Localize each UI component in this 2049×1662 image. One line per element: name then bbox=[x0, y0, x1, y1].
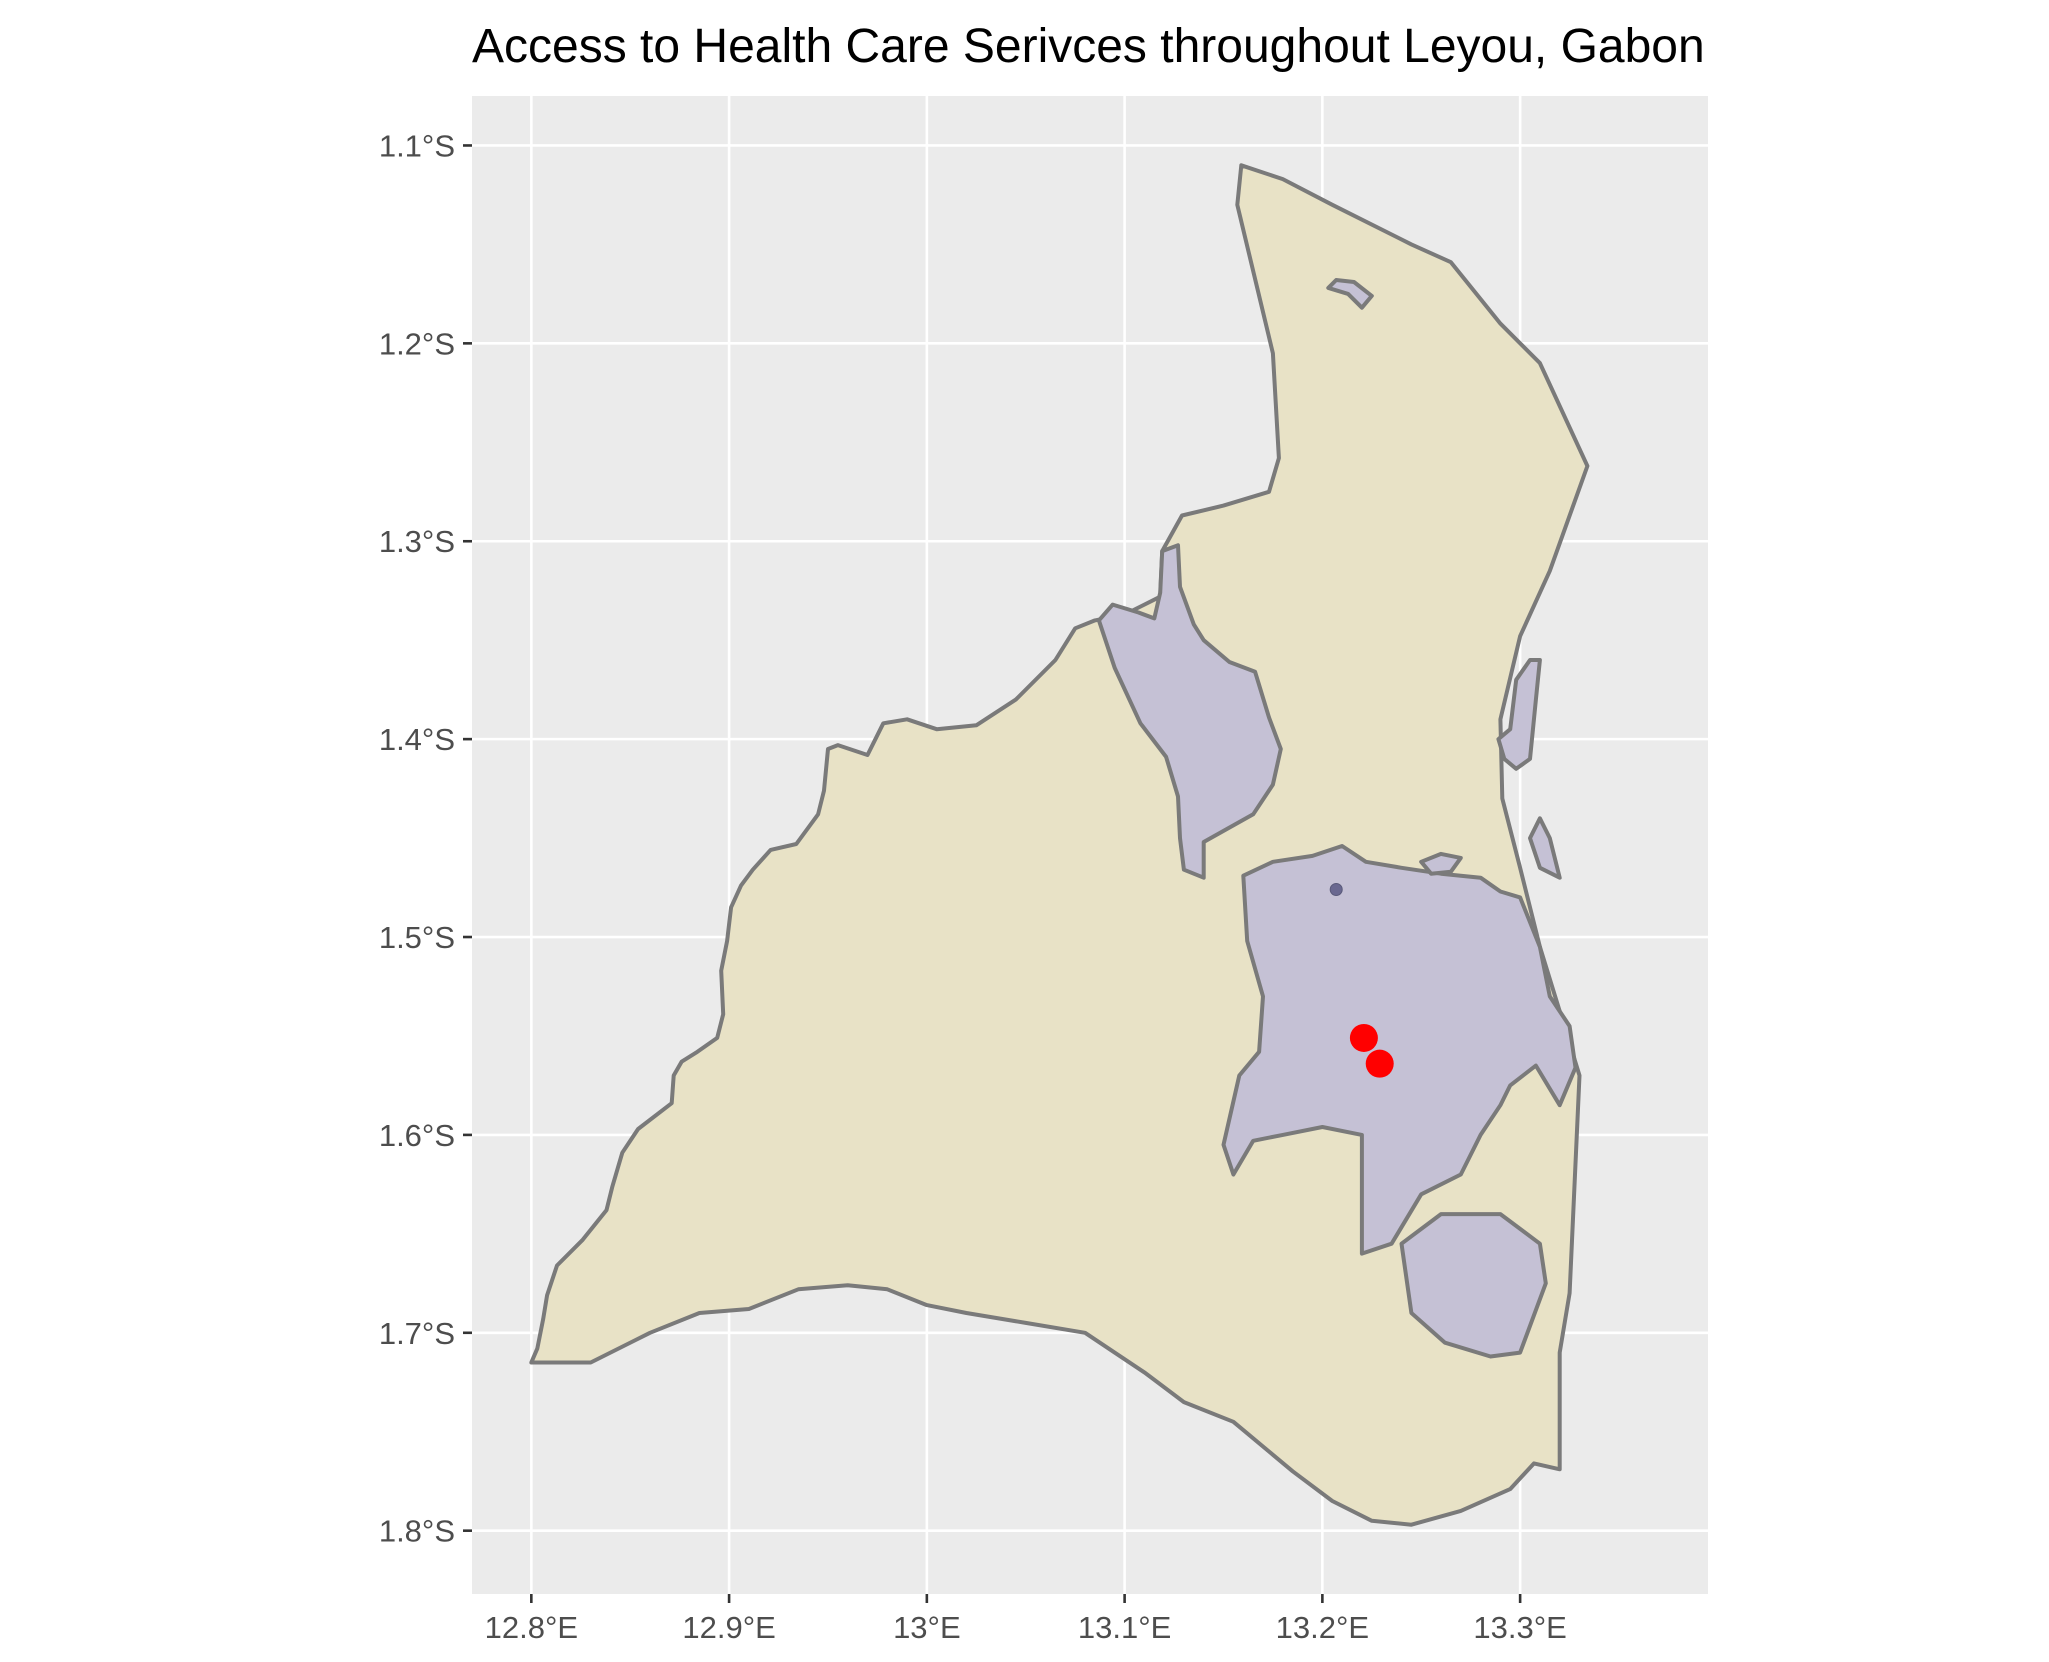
y-tick-label-0: 1.1°S bbox=[379, 128, 455, 163]
axis-layer: 12.8°E 12.9°E 13°E 13.1°E 13.2°E 13.3°E 1.1°S 1… bbox=[379, 128, 1567, 1645]
y-tick-label-2: 1.3°S bbox=[379, 524, 455, 559]
y-tick-label-7: 1.8°S bbox=[379, 1514, 455, 1549]
x-tick-label-4: 13.2°E bbox=[1276, 1610, 1369, 1645]
access-zone-6 bbox=[1528, 816, 1562, 880]
y-tick-label-4: 1.5°S bbox=[379, 920, 455, 955]
district-boundary bbox=[529, 163, 1590, 1527]
access-zone-4 bbox=[1399, 1212, 1548, 1359]
y-tick-label-5: 1.6°S bbox=[379, 1118, 455, 1153]
x-tick-label-3: 13.1°E bbox=[1078, 1610, 1171, 1645]
access-zone-5 bbox=[1496, 658, 1542, 771]
x-tick-label-2: 13°E bbox=[893, 1610, 961, 1645]
access-zone-3 bbox=[1221, 844, 1578, 1256]
y-tick-label-1: 1.2°S bbox=[379, 326, 455, 361]
health-facility-point-0 bbox=[1349, 1023, 1378, 1052]
health-facility-point-1 bbox=[1365, 1049, 1394, 1078]
access-zone-1 bbox=[1326, 278, 1374, 310]
y-tick-label-6: 1.7°S bbox=[379, 1316, 455, 1351]
x-tick-label-0: 12.8°E bbox=[485, 1610, 578, 1645]
y-tick-label-3: 1.4°S bbox=[379, 722, 455, 757]
facility-layer bbox=[1329, 883, 1394, 1078]
region-layer bbox=[529, 163, 1590, 1527]
minor-marker-0 bbox=[1329, 883, 1343, 897]
x-tick-label-1: 12.9°E bbox=[682, 1610, 775, 1645]
map-title: Access to Health Care Serivces throughou… bbox=[472, 20, 1705, 73]
access-zone-2 bbox=[1096, 543, 1283, 880]
x-tick-label-5: 13.3°E bbox=[1473, 1610, 1566, 1645]
access-zone-7 bbox=[1419, 851, 1463, 876]
